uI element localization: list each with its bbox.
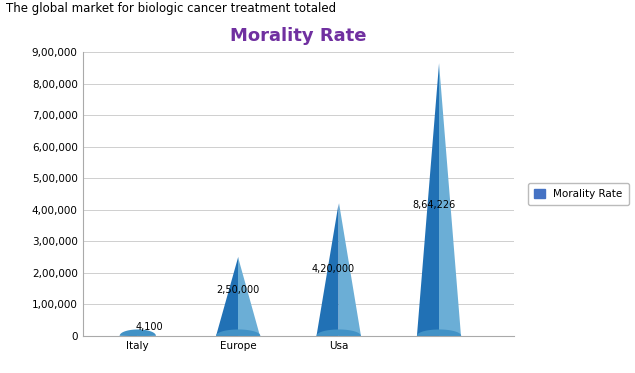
Polygon shape — [238, 257, 260, 336]
Polygon shape — [338, 203, 361, 336]
Polygon shape — [138, 335, 156, 336]
Polygon shape — [417, 336, 461, 342]
Polygon shape — [216, 336, 260, 342]
Polygon shape — [120, 335, 138, 336]
Text: 4,100: 4,100 — [136, 322, 164, 332]
Polygon shape — [316, 203, 338, 336]
Text: 4,20,000: 4,20,000 — [312, 263, 355, 273]
Polygon shape — [120, 329, 156, 336]
Polygon shape — [316, 329, 361, 336]
Text: 2,50,000: 2,50,000 — [217, 285, 260, 295]
Text: 8,64,226: 8,64,226 — [412, 200, 456, 210]
Title: Morality Rate: Morality Rate — [231, 27, 366, 45]
Legend: Morality Rate: Morality Rate — [528, 183, 629, 205]
Polygon shape — [417, 63, 439, 336]
Polygon shape — [439, 63, 461, 336]
Polygon shape — [216, 257, 238, 336]
Polygon shape — [417, 329, 461, 336]
Polygon shape — [216, 329, 260, 336]
Polygon shape — [316, 336, 361, 342]
Polygon shape — [120, 336, 156, 342]
Text: The global market for biologic cancer treatment totaled: The global market for biologic cancer tr… — [6, 2, 337, 15]
